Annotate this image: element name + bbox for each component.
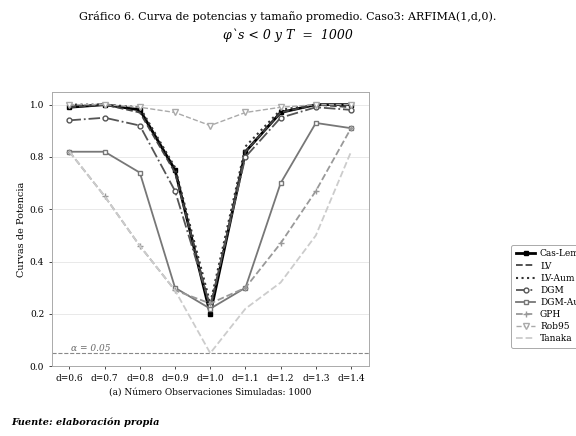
Legend: Cas-Lem, LV, LV-Aum, DGM, DGM-Aum, GPH, Rob95, Tanaka: Cas-Lem, LV, LV-Aum, DGM, DGM-Aum, GPH, … xyxy=(511,245,576,348)
X-axis label: (a) Número Observaciones Simuladas: 1000: (a) Número Observaciones Simuladas: 1000 xyxy=(109,387,312,396)
Text: φ`s < 0 y T  =  1000: φ`s < 0 y T = 1000 xyxy=(223,28,353,42)
Text: Fuente: elaboración propia: Fuente: elaboración propia xyxy=(12,418,160,427)
Text: Gráfico 6. Curva de potencias y tamaño promedio. Caso3: ARFIMA(1,d,0).: Gráfico 6. Curva de potencias y tamaño p… xyxy=(79,11,497,22)
Text: α = 0.05: α = 0.05 xyxy=(71,344,111,353)
Y-axis label: Curvas de Potencia: Curvas de Potencia xyxy=(17,181,26,276)
